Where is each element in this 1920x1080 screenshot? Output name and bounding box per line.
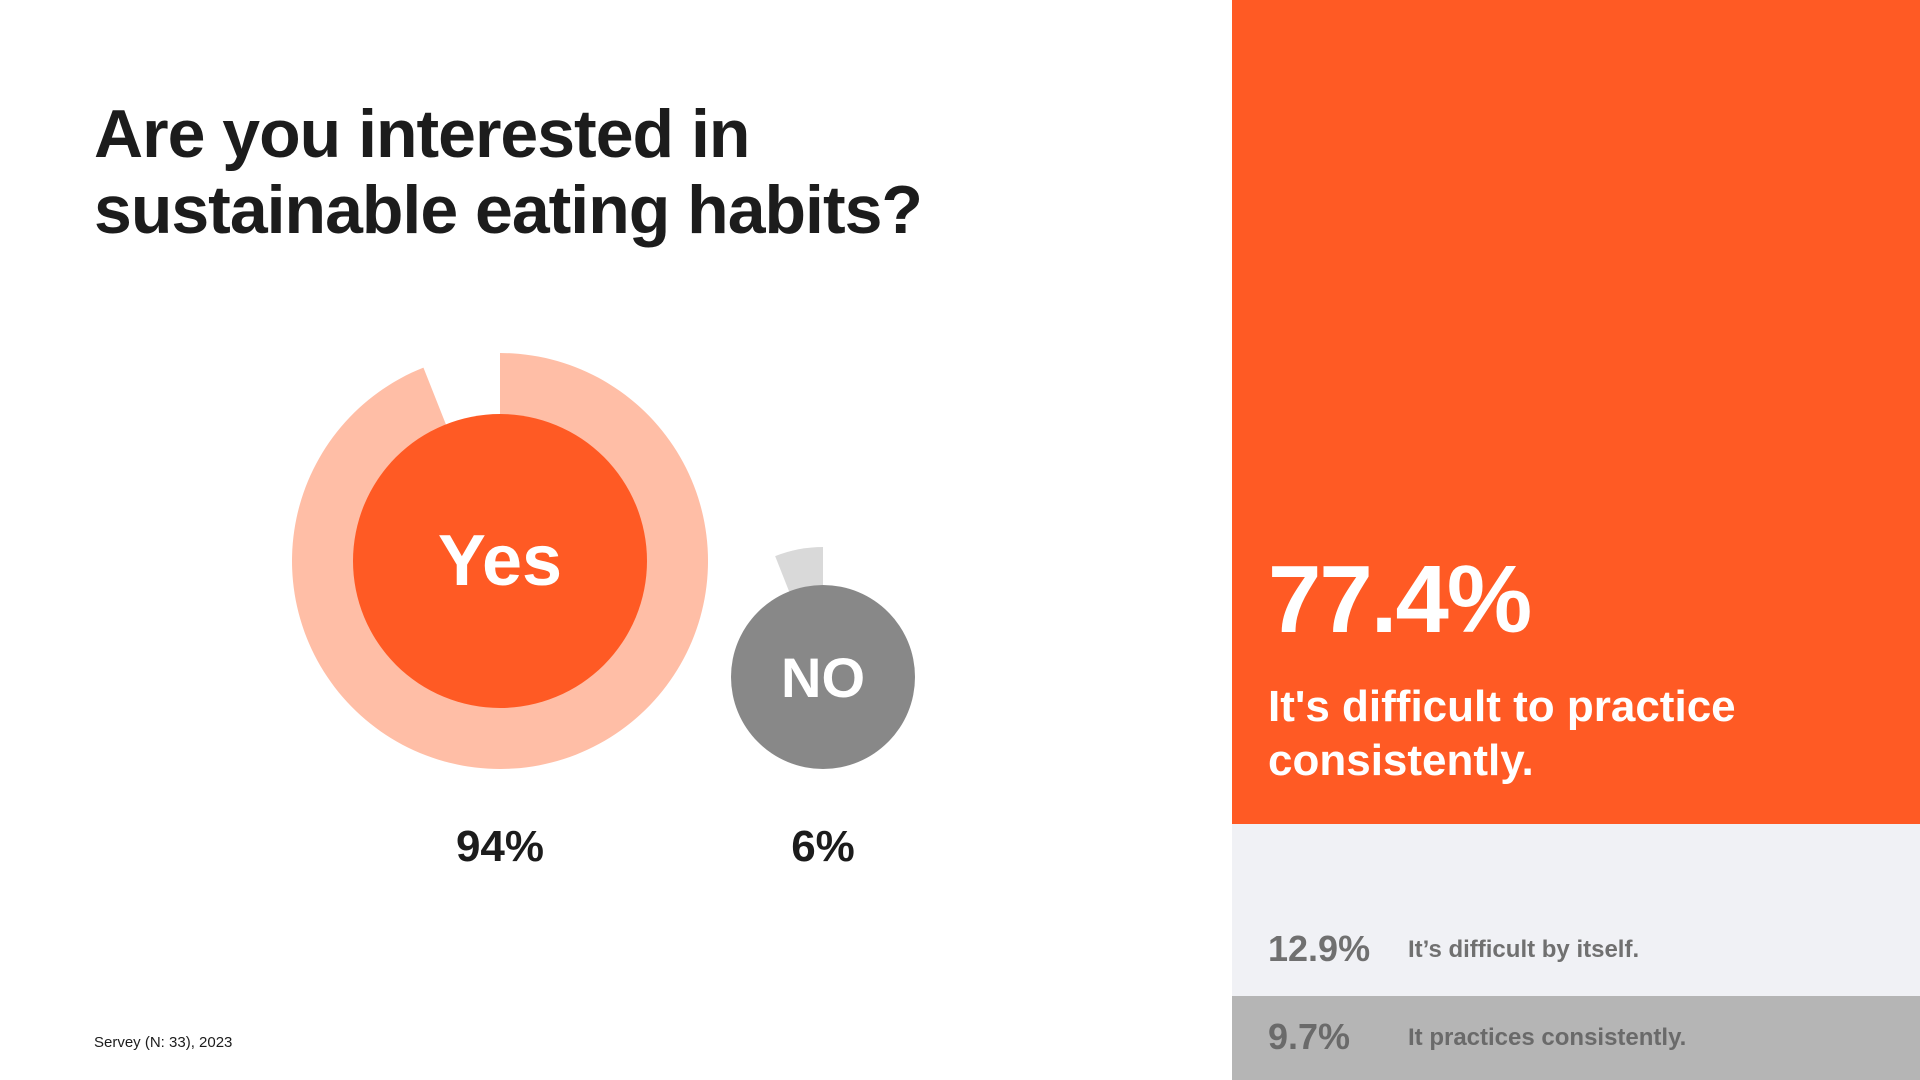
result-row: 9.7% It practices consistently.: [1232, 996, 1920, 1080]
yes-core-circle: [353, 414, 647, 708]
donut-chart: Yes NO: [292, 353, 915, 769]
headline-percent: 77.4%: [1268, 546, 1532, 653]
no-percent-label: 6%: [791, 822, 855, 871]
no-label: NO: [781, 646, 865, 709]
no-core-circle: [731, 585, 915, 769]
row-percent: 12.9%: [1268, 928, 1371, 969]
title-line-2: sustainable eating habits?: [94, 172, 923, 248]
row-text: It’s difficult by itself.: [1408, 936, 1640, 963]
highlight-panel: 77.4% It's difficult to practice consist…: [1232, 0, 1920, 824]
source-note: Servey (N: 33), 2023: [94, 1034, 233, 1051]
yes-label: Yes: [438, 521, 562, 601]
yes-percent-label: 94%: [455, 822, 545, 871]
row-percent: 9.7%: [1268, 1016, 1351, 1057]
headline-caption: It's difficult to practice consistently.: [1268, 682, 1736, 785]
result-row: 12.9% It’s difficult by itself.: [1232, 824, 1920, 996]
chart-title: Are you interested in sustainable eating…: [94, 96, 1194, 248]
title-line-1: Are you interested in: [94, 96, 750, 172]
row-text: It practices consistently.: [1408, 1024, 1687, 1051]
